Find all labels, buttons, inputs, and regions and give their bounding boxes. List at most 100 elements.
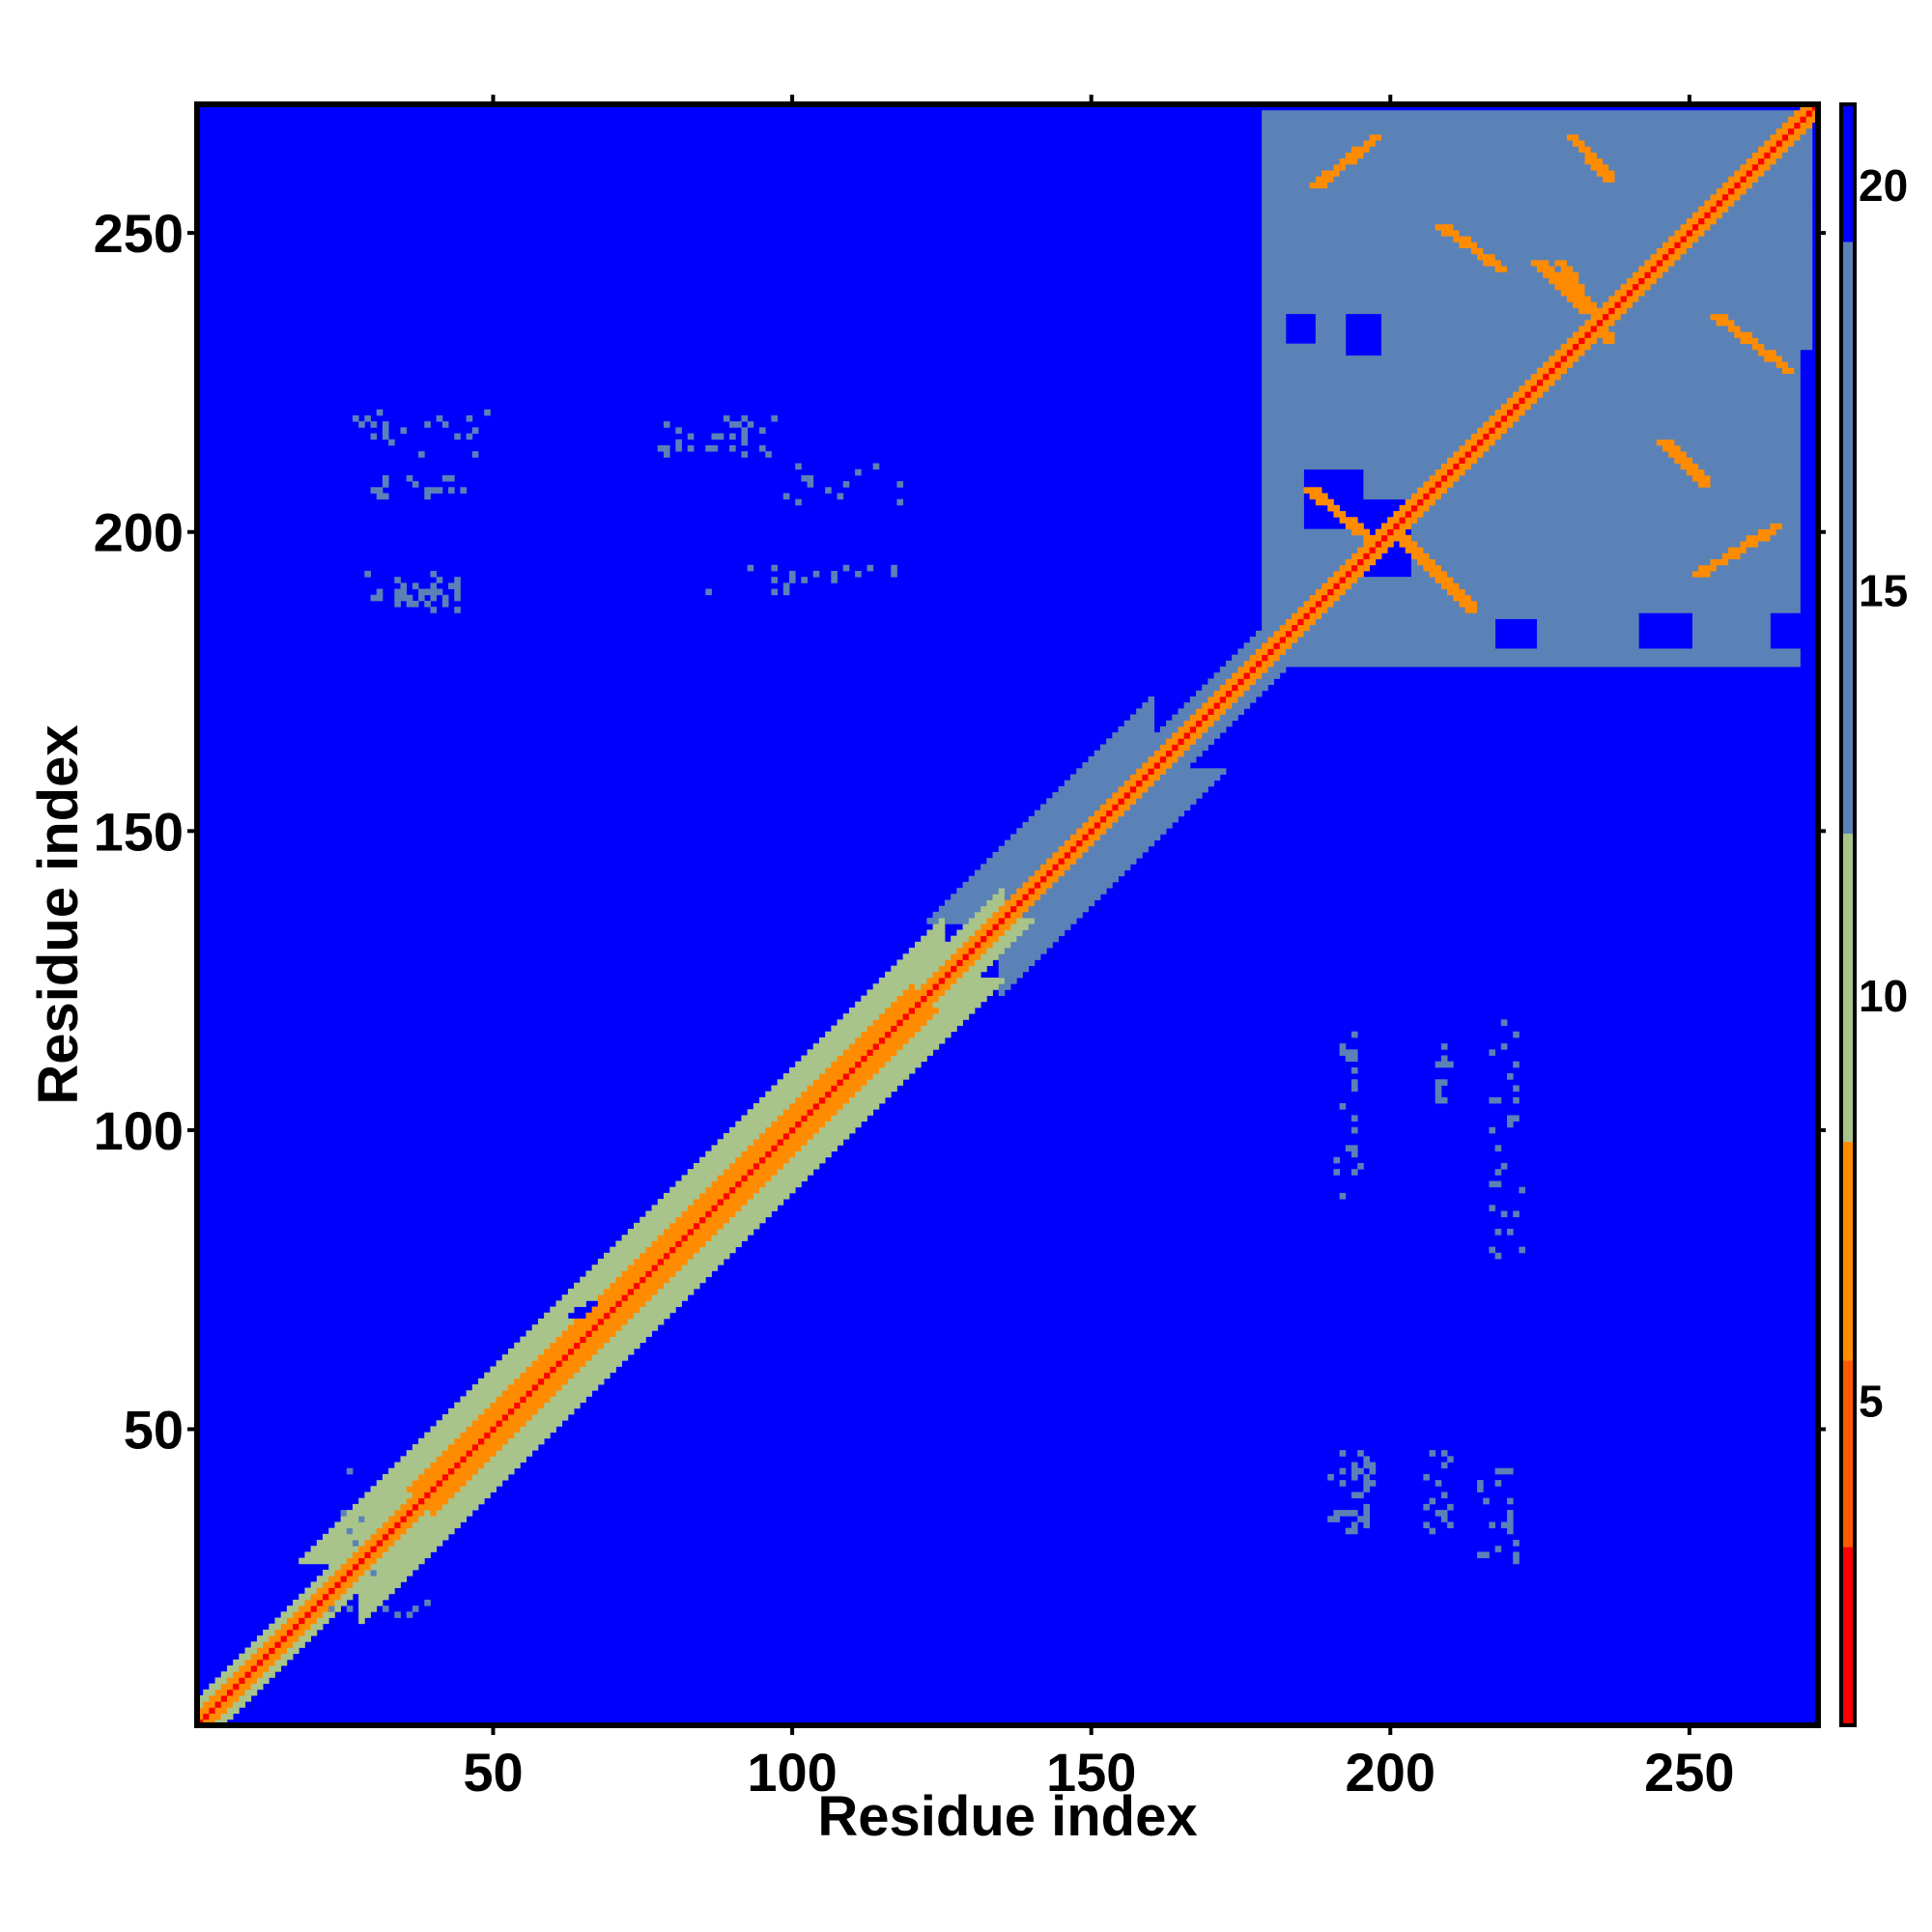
heatmap-cell [358, 1546, 371, 1552]
heatmap-cell [1698, 236, 1813, 242]
heatmap-cell [705, 444, 719, 452]
heatmap-cell [1746, 170, 1753, 177]
heatmap-cell [1453, 223, 1681, 231]
heatmap-cell [507, 1414, 533, 1421]
heatmap-cell [1620, 296, 1628, 302]
heatmap-cell [1262, 355, 1549, 362]
heatmap-cell [951, 971, 963, 979]
heatmap-cell [1633, 283, 1639, 291]
heatmap-cell [382, 1521, 395, 1529]
heatmap-cell [951, 953, 963, 960]
heatmap-cell [753, 1192, 790, 1200]
heatmap-cell [908, 1013, 933, 1020]
heatmap-cell [1183, 732, 1191, 739]
heatmap-cell [1345, 163, 1592, 171]
heatmap-cell [507, 1407, 515, 1415]
heatmap-cell [1477, 1480, 1484, 1487]
heatmap-cell [1578, 271, 1634, 278]
heatmap-cell [1459, 463, 1472, 470]
heatmap-cell [1483, 259, 1502, 267]
heatmap-cell [580, 1276, 616, 1284]
heatmap-cell [1243, 660, 1257, 668]
heatmap-cell [1680, 242, 1693, 248]
heatmap-cell [269, 1647, 275, 1655]
heatmap-cell [1566, 349, 1574, 356]
heatmap-cell [1704, 230, 1813, 237]
heatmap-cell [1578, 146, 1592, 153]
heatmap-cell [1010, 905, 1017, 913]
heatmap-cell [782, 582, 790, 589]
heatmap-cell [501, 1443, 539, 1451]
heatmap-cell [1213, 672, 1233, 679]
heatmap-cell [370, 1546, 378, 1552]
heatmap-cell [1363, 469, 1436, 476]
heatmap-cell [735, 1210, 772, 1218]
heatmap-cell [1776, 140, 1783, 147]
heatmap-cell [406, 1510, 413, 1517]
heatmap-cell [1440, 582, 1460, 589]
heatmap-cell [1680, 444, 1801, 452]
heatmap-cell [1794, 110, 1807, 117]
heatmap-cell [1339, 1049, 1358, 1056]
heatmap-cell [1345, 1527, 1358, 1535]
heatmap-cell [818, 1096, 826, 1104]
heatmap-cell [412, 1443, 449, 1451]
heatmap-cell [753, 1103, 790, 1110]
heatmap-cell [1262, 511, 1304, 518]
heatmap-cell [807, 1115, 832, 1122]
heatmap-cell [627, 1294, 652, 1301]
heatmap-cell [1297, 624, 1311, 632]
heatmap-cell [424, 487, 443, 494]
heatmap-cell [782, 1133, 790, 1140]
heatmap-cell [1159, 744, 1173, 752]
heatmap-cell [980, 935, 987, 943]
heatmap-cell [1183, 720, 1197, 727]
heatmap-cell [388, 1516, 401, 1522]
heatmap-cell [771, 1085, 808, 1093]
heatmap-cell [1489, 1521, 1496, 1529]
heatmap-cell [370, 1551, 384, 1559]
heatmap-cell [729, 1126, 766, 1134]
heatmap-cell [1034, 881, 1041, 889]
heatmap-cell [328, 1576, 341, 1582]
heatmap-cell [1728, 193, 1741, 201]
heatmap-cell [1746, 176, 1759, 183]
heatmap-cell [1339, 1192, 1347, 1200]
heatmap-cell [1010, 941, 1053, 949]
heatmap-cell [526, 1420, 563, 1427]
heatmap-cell [1560, 361, 1574, 368]
heatmap-cell [1680, 253, 1813, 261]
heatmap-cell [466, 433, 473, 440]
heatmap-cell [818, 1126, 856, 1134]
heatmap-cell [1351, 1126, 1358, 1134]
heatmap-cell [1076, 845, 1089, 853]
heatmap-cell [681, 1235, 689, 1241]
heatmap-cell [1099, 804, 1113, 811]
heatmap-cell [214, 1677, 228, 1685]
heatmap-cell [1034, 810, 1095, 817]
heatmap-cell [1255, 648, 1268, 656]
heatmap-cell [1464, 607, 1478, 613]
heatmap-cell [1453, 481, 1699, 488]
heatmap-cell [1321, 600, 1334, 608]
heatmap-cell [334, 1599, 348, 1606]
heatmap-cell [1644, 277, 1658, 285]
heatmap-cell [298, 1557, 348, 1565]
heatmap-cell [1249, 654, 1263, 662]
heatmap-cell [848, 1066, 856, 1074]
heatmap-cell [501, 1354, 539, 1361]
heatmap-cell [220, 1701, 234, 1708]
heatmap-cell [938, 965, 952, 973]
heatmap-cell [1292, 624, 1298, 632]
heatmap-cell [968, 948, 976, 954]
heatmap-cell [968, 965, 987, 973]
heatmap-cell [436, 414, 443, 422]
heatmap-cell [1704, 469, 1801, 476]
heatmap-cell [639, 1276, 646, 1284]
heatmap-cell [932, 923, 946, 930]
heatmap-cell [1584, 283, 1622, 291]
heatmap-cell [1267, 667, 1287, 673]
heatmap-cell [651, 1270, 676, 1278]
heatmap-cell [1262, 242, 1460, 248]
heatmap-cell [1674, 247, 1688, 255]
